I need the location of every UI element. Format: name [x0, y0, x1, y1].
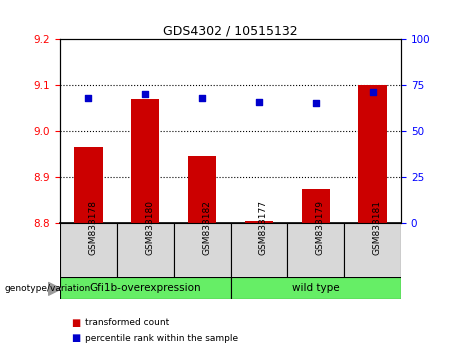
Bar: [301, 189, 330, 223]
Text: wild type: wild type: [292, 283, 340, 293]
Bar: [131, 99, 160, 223]
Point: [85, 95, 92, 101]
Text: GSM833178: GSM833178: [89, 200, 97, 255]
Bar: [245, 221, 273, 223]
Text: Gfi1b-overexpression: Gfi1b-overexpression: [89, 283, 201, 293]
Point: [369, 90, 376, 95]
Bar: [287, 223, 344, 278]
Bar: [188, 156, 216, 223]
Text: GSM833182: GSM833182: [202, 200, 211, 255]
Point: [255, 99, 263, 104]
Text: ■: ■: [71, 333, 81, 343]
Text: ■: ■: [71, 318, 81, 328]
Text: GSM833177: GSM833177: [259, 200, 268, 255]
Bar: [230, 223, 287, 278]
Bar: [74, 147, 102, 223]
Title: GDS4302 / 10515132: GDS4302 / 10515132: [163, 25, 298, 38]
Point: [198, 95, 206, 101]
Bar: [117, 223, 174, 278]
Polygon shape: [48, 282, 61, 295]
Text: GSM833181: GSM833181: [372, 200, 382, 255]
Text: GSM833179: GSM833179: [316, 200, 325, 255]
Text: genotype/variation: genotype/variation: [5, 284, 91, 293]
Bar: [358, 85, 387, 223]
Text: percentile rank within the sample: percentile rank within the sample: [85, 333, 238, 343]
Point: [142, 91, 149, 97]
Bar: [60, 223, 117, 278]
Text: transformed count: transformed count: [85, 318, 170, 327]
Bar: [60, 277, 230, 299]
Text: GSM833180: GSM833180: [145, 200, 154, 255]
Bar: [174, 223, 230, 278]
Bar: [344, 223, 401, 278]
Point: [312, 101, 319, 106]
Bar: [230, 277, 401, 299]
